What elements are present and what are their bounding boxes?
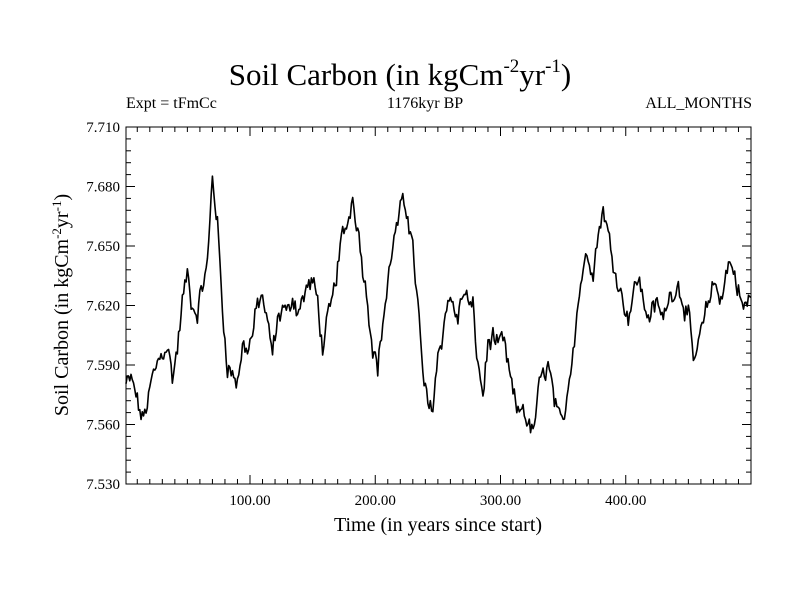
- x-axis-title: Time (in years since start): [334, 514, 542, 536]
- y-tick-label: 7.560: [86, 418, 120, 434]
- chart-title-exponent-1: -2: [503, 56, 520, 77]
- y-tick-label: 7.650: [86, 239, 120, 255]
- y-axis-title-close: ): [51, 194, 73, 201]
- y-axis-title-exponent-1: -2: [49, 228, 64, 239]
- chart-title-main: Soil Carbon (in kgCm: [228, 57, 504, 92]
- y-tick-label: 7.530: [86, 477, 120, 493]
- chart-title-exponent-2: -1: [545, 56, 561, 77]
- experiment-label: Expt = tFmCc: [126, 95, 217, 112]
- period-label: 1176kyr BP: [386, 95, 464, 112]
- months-label: ALL_MONTHS: [645, 95, 752, 112]
- chart-title-unit: yr: [519, 57, 546, 92]
- x-tick-label: 100.00: [229, 493, 270, 509]
- y-axis-title-exponent-2: -1: [49, 201, 64, 212]
- x-tick-label: 200.00: [355, 493, 396, 509]
- tick-marks: [126, 127, 751, 484]
- x-tick-label: 400.00: [605, 493, 646, 509]
- x-tick-labels: 100.00 200.00 300.00 400.00: [229, 493, 646, 509]
- y-tick-label: 7.710: [86, 120, 120, 136]
- series-line-soil-carbon: [125, 175, 752, 434]
- plot-frame: [125, 126, 752, 485]
- y-axis-title: Soil Carbon (in kgCm-2yr-1): [49, 194, 74, 416]
- y-tick-label: 7.620: [86, 299, 120, 315]
- y-tick-labels: 7.530 7.560 7.590 7.620 7.650 7.680 7.710: [86, 120, 120, 493]
- y-tick-label: 7.680: [86, 180, 120, 196]
- y-tick-label: 7.590: [86, 358, 120, 374]
- y-axis-title-main: Soil Carbon (in kgCm: [51, 238, 73, 416]
- chart-title: Soil Carbon (in kgCm-2yr-1): [0, 56, 800, 94]
- chart-title-close: ): [560, 57, 572, 92]
- x-tick-label: 300.00: [480, 493, 521, 509]
- y-axis-title-unit: yr: [51, 211, 73, 228]
